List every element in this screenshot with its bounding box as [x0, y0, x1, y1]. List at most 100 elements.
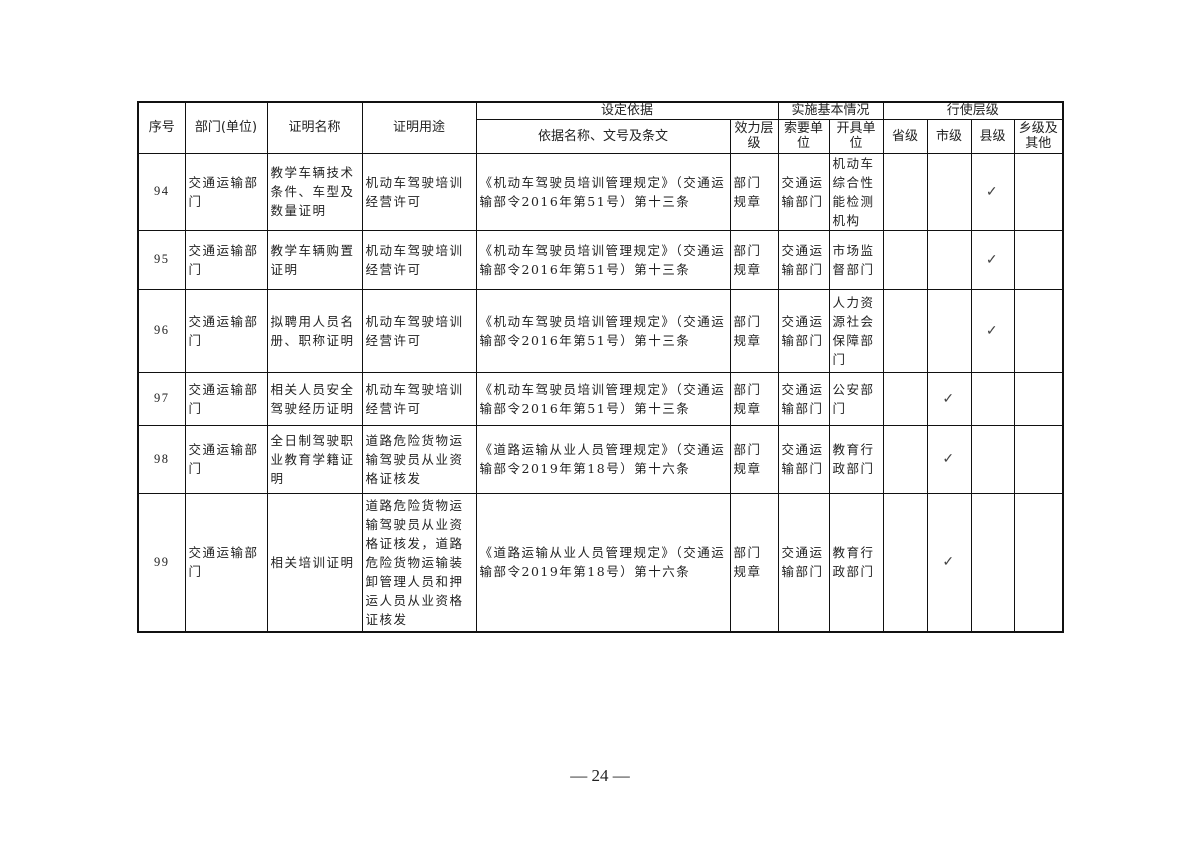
header-prov: 省级 [882, 118, 928, 154]
cell-county [970, 371, 1015, 426]
cell-county [970, 492, 1015, 633]
cell-city: ✓ [926, 371, 972, 426]
header-impl-issue: 开具单位 [828, 118, 884, 154]
cell-dept: 交通运输部门 [184, 492, 268, 633]
cell-req: 交通运输部门 [777, 288, 830, 373]
cell-city: ✓ [926, 492, 972, 633]
cell-city: ✓ [926, 424, 972, 494]
cell-county: ✓ [970, 288, 1015, 373]
cell-use: 机动车驾驶培训经营许可 [361, 371, 477, 426]
cell-town [1013, 424, 1064, 494]
table-row: 95 交通运输部门 教学车辆购置证明 机动车驾驶培训经营许可 《机动车驾驶员培训管理规定… [137, 229, 1064, 290]
cell-prov [882, 152, 928, 231]
header-town: 乡级及其他 [1013, 118, 1064, 154]
header-impl-req: 索要单位 [777, 118, 830, 154]
cell-county [970, 424, 1015, 494]
cell-doc: 《机动车驾驶员培训管理规定》（交通运输部令2016年第51号）第十三条 [475, 371, 731, 426]
cell-name: 全日制驾驶职业教育学籍证明 [266, 424, 363, 494]
cell-use: 道路危险货物运输驾驶员从业资格证核发，道路危险货物运输装卸管理人员和押运人员从业… [361, 492, 477, 633]
cell-doc: 《机动车驾驶员培训管理规定》（交通运输部令2016年第51号）第十三条 [475, 229, 731, 290]
check-icon: ✓ [942, 451, 956, 467]
cell-doc: 《机动车驾驶员培训管理规定》（交通运输部令2016年第51号）第十三条 [475, 288, 731, 373]
table-row: 96 交通运输部门 拟聘用人员名册、职称证明 机动车驾驶培训经营许可 《机动车驾驶员培训… [137, 288, 1064, 373]
header-impl: 实施基本情况 [777, 101, 884, 120]
cell-issue: 公安部门 [828, 371, 884, 426]
cell-city [926, 229, 972, 290]
cell-req: 交通运输部门 [777, 371, 830, 426]
check-icon: ✓ [942, 390, 956, 407]
header-basis-doc: 依据名称、文号及条文 [475, 118, 731, 154]
cell-prov [882, 424, 928, 494]
certificate-table: 序号 部门(单位) 证明名称 证明用途 设定依据 实施基本情况 行使层级 依据名… [137, 101, 1065, 633]
cell-seq: 94 [137, 152, 186, 231]
cell-doc: 《道路运输从业人员管理规定》（交通运输部令2019年第18号）第十六条 [475, 424, 731, 494]
cell-use: 机动车驾驶培训经营许可 [361, 229, 477, 290]
header-county: 县级 [970, 118, 1015, 154]
cell-prov [882, 371, 928, 426]
cell-req: 交通运输部门 [777, 492, 830, 633]
table-row: 99 交通运输部门 相关培训证明 道路危险货物运输驾驶员从业资格证核发，道路危险货物运… [137, 492, 1064, 633]
cell-doc: 《机动车驾驶员培训管理规定》（交通运输部令2016年第51号）第十三条 [475, 152, 731, 231]
cell-level: 部门规章 [729, 424, 779, 494]
cell-level: 部门规章 [729, 288, 779, 373]
cell-city [926, 152, 972, 231]
header-use: 证明用途 [361, 101, 477, 154]
cell-issue: 机动车综合性能检测机构 [828, 152, 884, 231]
cell-issue: 市场监督部门 [828, 229, 884, 290]
check-icon: ✓ [942, 554, 956, 571]
check-icon: ✓ [985, 322, 1000, 339]
cell-city [926, 288, 972, 373]
cell-county: ✓ [970, 152, 1015, 231]
cell-use: 机动车驾驶培训经营许可 [361, 288, 477, 373]
cell-dept: 交通运输部门 [184, 371, 268, 426]
table-row: 98 交通运输部门 全日制驾驶职业教育学籍证明 道路危险货物运输驾驶员从业资格证核发《… [137, 424, 1064, 494]
cell-level: 部门规章 [729, 492, 779, 633]
cell-prov [882, 492, 928, 633]
cell-dept: 交通运输部门 [184, 424, 268, 494]
cell-seq: 95 [137, 229, 186, 290]
cell-name: 相关培训证明 [266, 492, 363, 633]
check-icon: ✓ [985, 251, 1000, 268]
cell-dept: 交通运输部门 [184, 229, 268, 290]
cell-name: 教学车辆技术条件、车型及数量证明 [266, 152, 363, 231]
check-icon: ✓ [985, 183, 1000, 200]
cell-issue: 教育行政部门 [828, 424, 884, 494]
cell-seq: 97 [137, 371, 186, 426]
table-row: 97 交通运输部门 相关人员安全驾驶经历证明 机动车驾驶培训经营许可 《机动车驾驶员培训… [137, 371, 1064, 426]
cell-use: 机动车驾驶培训经营许可 [361, 152, 477, 231]
cell-town [1013, 152, 1064, 231]
cell-dept: 交通运输部门 [184, 288, 268, 373]
cell-req: 交通运输部门 [777, 152, 830, 231]
cell-name: 拟聘用人员名册、职称证明 [266, 288, 363, 373]
cell-prov [882, 288, 928, 373]
cell-issue: 教育行政部门 [828, 492, 884, 633]
header-name: 证明名称 [266, 101, 363, 154]
cell-name: 教学车辆购置证明 [266, 229, 363, 290]
header-exec: 行使层级 [882, 101, 1064, 120]
cell-level: 部门规章 [729, 229, 779, 290]
cell-seq: 99 [137, 492, 186, 633]
cell-req: 交通运输部门 [777, 229, 830, 290]
cell-level: 部门规章 [729, 152, 779, 231]
cell-doc: 《道路运输从业人员管理规定》（交通运输部令2019年第18号）第十六条 [475, 492, 731, 633]
header-basis-level: 效力层级 [729, 118, 779, 154]
cell-town [1013, 288, 1064, 373]
header-basis: 设定依据 [475, 101, 779, 120]
header-city: 市级 [926, 118, 972, 154]
cell-town [1013, 371, 1064, 426]
page-number: — 24 — [570, 766, 630, 785]
cell-prov [882, 229, 928, 290]
header-seq: 序号 [137, 101, 186, 154]
header-dept: 部门(单位) [184, 101, 268, 154]
cell-level: 部门规章 [729, 371, 779, 426]
cell-county: ✓ [970, 229, 1015, 290]
cell-issue: 人力资源社会保障部门 [828, 288, 884, 373]
cell-town [1013, 229, 1064, 290]
cell-name: 相关人员安全驾驶经历证明 [266, 371, 363, 426]
cell-town [1013, 492, 1064, 633]
cell-req: 交通运输部门 [777, 424, 830, 494]
cell-seq: 98 [137, 424, 186, 494]
table-row: 94 交通运输部门 教学车辆技术条件、车型及数量证明 机动车驾驶培训经营许可 《机动车驾… [137, 152, 1064, 231]
cell-dept: 交通运输部门 [184, 152, 268, 231]
cell-use: 道路危险货物运输驾驶员从业资格证核发 [361, 424, 477, 494]
